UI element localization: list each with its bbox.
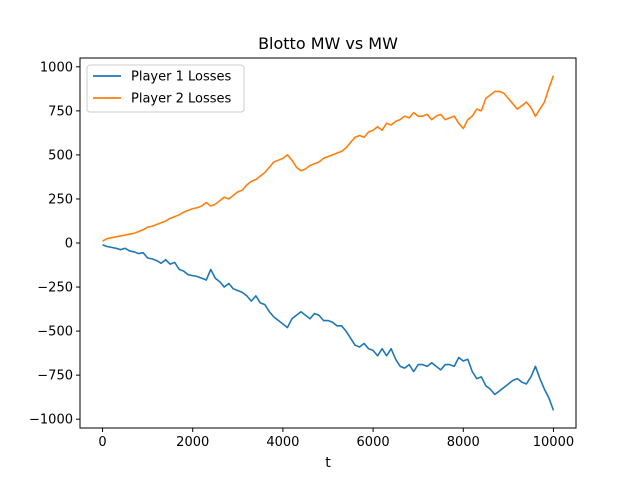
- x-tick-label: 6000: [357, 435, 390, 450]
- axis-ticks: 0 2000 4000 6000 8000 10000 −1000 −750 −500 −250 0…: [29, 60, 574, 450]
- y-tick-label: −250: [37, 281, 73, 296]
- chart-title: Blotto MW vs MW: [258, 34, 398, 53]
- series-line-1: [102, 244, 555, 411]
- legend-box: [86, 64, 245, 113]
- axes-frame: [79, 57, 577, 429]
- legend-label-2: Player 2 Losses: [131, 92, 232, 107]
- y-tick-label: 1000: [40, 60, 73, 75]
- x-tick-label: 4000: [266, 435, 299, 450]
- y-tick-label: −500: [37, 325, 73, 340]
- legend-label-1: Player 1 Losses: [131, 70, 232, 85]
- x-axis-label: t: [325, 455, 331, 471]
- x-tick-label: 0: [98, 435, 106, 450]
- series-line-2: [102, 75, 555, 242]
- y-tick-label: 500: [48, 148, 73, 163]
- x-tick-label: 2000: [176, 435, 209, 450]
- x-tick-label: 8000: [447, 435, 480, 450]
- x-tick-label: 10000: [533, 435, 574, 450]
- plot-area: [102, 75, 555, 411]
- y-tick-label: −1000: [29, 413, 73, 428]
- legend: Player 1 Losses Player 2 Losses: [86, 64, 245, 113]
- y-tick-label: −750: [37, 369, 73, 384]
- y-tick-label: 750: [48, 104, 73, 119]
- y-tick-label: 250: [48, 192, 73, 207]
- y-tick-label: 0: [65, 237, 73, 252]
